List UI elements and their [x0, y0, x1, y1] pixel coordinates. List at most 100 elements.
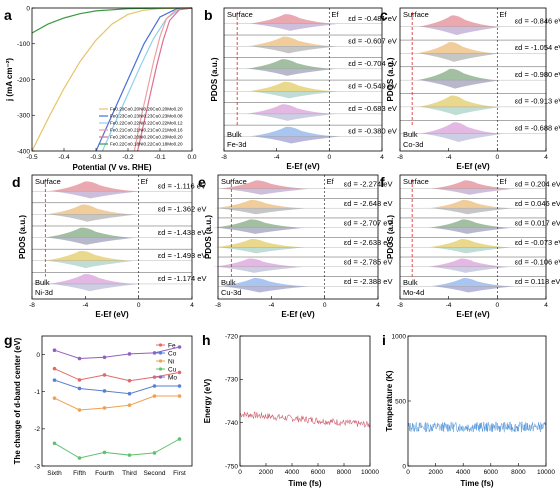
bulk-label-f: Bulk	[403, 278, 418, 287]
legend-entry-g: Cu	[168, 366, 177, 373]
polarization-curve-3	[101, 7, 193, 152]
pdos-spin-up-b	[249, 126, 337, 137]
d-band-point	[52, 378, 57, 382]
d-band-center-label-d: εd = -1.174 eV	[158, 274, 207, 283]
plot-frame-b	[223, 7, 383, 152]
x-tick-label-h: 6000	[311, 469, 326, 476]
x-tick-label-f: 0	[496, 302, 500, 309]
d-band-point	[152, 375, 157, 379]
plot-frame-e	[217, 174, 379, 300]
pdos-spin-down-b	[249, 113, 337, 121]
x-tick-label-e: 4	[376, 302, 380, 309]
d-band-point	[177, 384, 182, 388]
d-band-center-label-b: εd = -0.380 eV	[348, 127, 397, 136]
pdos-spin-down-e	[221, 286, 310, 293]
d-band-center-label-e: εd = -2.388 eV	[344, 277, 393, 286]
y-tick-label-a: -400	[17, 148, 30, 155]
y-tick-label-i: 0	[402, 463, 406, 470]
d-band-series-line	[54, 346, 180, 360]
pdos-spin-down-d	[47, 260, 136, 269]
x-tick-label-d: -8	[29, 302, 35, 309]
plot-frame-c	[399, 7, 547, 152]
pdos-spin-down-f	[431, 247, 512, 254]
surface-label-c: Surface	[403, 10, 429, 19]
d-band-point	[77, 356, 82, 361]
d-band-point	[52, 348, 57, 352]
pdos-spin-down-c	[421, 26, 503, 36]
y-tick-label-a: -100	[17, 41, 30, 48]
pdos-spin-up-d	[48, 181, 137, 192]
x-tick-label-g: Second	[143, 470, 165, 477]
d-band-center-label-d: εd = -1.493 eV	[158, 251, 207, 260]
y-tick-label-a: 0	[26, 5, 30, 12]
polarization-curve-2	[95, 7, 193, 152]
y-tick-label-g: -3	[34, 463, 40, 470]
legend-entry-a: Fe0.20Co0.20Ni0.20Cu0.20Mo0.20	[110, 135, 183, 140]
d-band-center-label-e: εd = -2.648 eV	[344, 199, 393, 208]
d-band-center-label-d: εd = -1.438 eV	[158, 228, 207, 237]
d-band-center-label-f: εd = 0.017 eV	[515, 218, 560, 227]
d-band-point	[77, 386, 82, 391]
pdos-spin-up-c	[420, 122, 501, 134]
surface-label-f: Surface	[403, 177, 429, 186]
x-axis-label-h: Time (fs)	[288, 479, 322, 488]
x-tick-label-h: 10000	[361, 469, 379, 476]
x-tick-label-b: -4	[274, 154, 280, 161]
d-band-center-label-c: εd = -0.688 eV	[515, 123, 560, 132]
d-band-center-label-e: εd = -2.785 eV	[344, 257, 393, 266]
pdos-spin-down-e	[215, 266, 305, 273]
d-band-center-label-e: εd = -2.633 eV	[344, 238, 393, 247]
y-tick-label-g: -2	[34, 426, 40, 433]
x-axis-label-e: E-Ef (eV)	[281, 310, 315, 319]
d-band-point	[127, 391, 132, 396]
pdos-spin-up-b	[245, 104, 333, 114]
x-tick-label-h: 8000	[337, 469, 352, 476]
d-band-center-label-f: εd = 0.204 eV	[515, 179, 560, 188]
plot-frame-d	[31, 174, 193, 300]
x-tick-label-i: 8000	[511, 469, 526, 476]
pdos-spin-up-c	[415, 42, 497, 54]
panel-label-c: c	[380, 7, 388, 23]
panel-label-d: d	[12, 174, 21, 190]
x-tick-label-a: -0.3	[90, 154, 102, 161]
pdos-spin-down-f	[430, 266, 512, 273]
surface-label-b: Surface	[227, 10, 253, 19]
x-tick-label-f: -8	[397, 302, 403, 309]
bulk-label-b: Bulk	[227, 130, 242, 139]
x-tick-label-a: 0.0	[187, 154, 196, 161]
x-tick-label-c: 4	[544, 154, 548, 161]
panel-label-a: a	[4, 7, 12, 23]
pdos-spin-up-e	[218, 180, 308, 189]
legend-entry-a: Fe0.20Co0.20Ni0.20Cu0.20Mo0.20	[110, 107, 183, 112]
pdos-spin-down-b	[251, 91, 339, 99]
pdos-spin-up-d	[43, 227, 133, 238]
element-label-e: Cu-3d	[221, 288, 241, 297]
pdos-spin-up-c	[416, 68, 497, 81]
legend-entry-a: Fe0.21Co0.21Ni0.21Cu0.21Mo0.16	[110, 128, 183, 133]
y-tick-label-a: -300	[17, 113, 30, 120]
y-axis-label-d: PDOS (a.u.)	[18, 215, 27, 259]
x-tick-label-b: 4	[380, 154, 384, 161]
d-band-center-label-b: εd = -0.704 eV	[348, 59, 397, 68]
bulk-label-c: Bulk	[403, 130, 418, 139]
pdos-spin-up-e	[217, 277, 306, 287]
y-axis-label-e: PDOS (a.u.)	[204, 215, 213, 259]
panel-label-g: g	[4, 332, 13, 348]
polarization-curve-5	[137, 7, 193, 152]
pdos-spin-up-b	[247, 81, 335, 92]
x-axis-label-d: E-Ef (eV)	[95, 310, 129, 319]
x-tick-label-i: 6000	[484, 469, 499, 476]
pdos-spin-up-c	[418, 15, 499, 27]
y-axis-label-b: PDOS (a.u.)	[210, 57, 219, 101]
legend-entry-g: Mo	[168, 374, 177, 381]
legend-entry-a: Fe0.22Co0.18Ni0.22Cu0.18Mo0.20	[110, 142, 183, 147]
panel-label-i: i	[382, 332, 386, 348]
d-band-point	[102, 406, 107, 410]
d-band-center-label-c: εd = -0.913 eV	[515, 97, 560, 106]
d-band-center-label-e: εd = -2.707 eV	[344, 218, 393, 227]
bulk-label-e: Bulk	[221, 278, 236, 287]
y-axis-label-g: The change of d-band center (eV)	[13, 337, 22, 464]
pdos-spin-down-c	[419, 53, 500, 62]
x-tick-label-c: 0	[496, 154, 500, 161]
d-band-point	[127, 352, 132, 356]
